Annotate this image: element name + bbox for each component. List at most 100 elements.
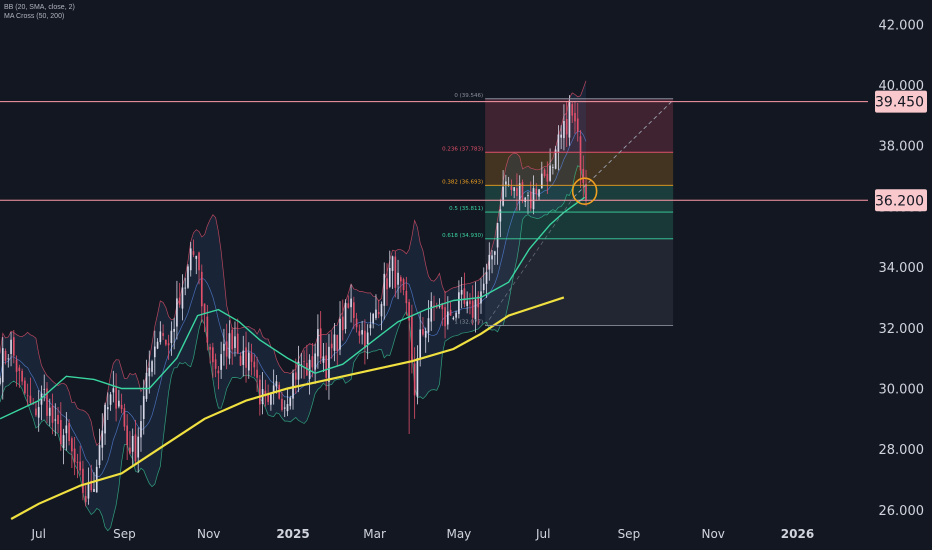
candle (286, 388, 289, 417)
candle (413, 347, 416, 419)
candle-body (247, 352, 250, 371)
fib-level-label-0: 0 (39.546) (454, 93, 483, 99)
candle-body (328, 346, 330, 382)
candlesticks (0, 95, 587, 507)
candle-body (48, 407, 51, 416)
candle-body (441, 303, 444, 310)
candle-body (294, 372, 297, 380)
candle-body (375, 309, 377, 319)
candle (521, 179, 524, 204)
time-tick-label: Nov (197, 527, 220, 541)
candle (231, 326, 234, 365)
candle (297, 345, 300, 393)
candle (350, 284, 352, 323)
ma50-line (0, 196, 586, 420)
candle-body (394, 256, 397, 288)
candle (256, 356, 258, 392)
price-axis[interactable]: 42.00040.00038.00036.00034.00032.00030.0… (875, 18, 927, 519)
candle (386, 263, 388, 306)
candle-body (491, 255, 493, 260)
bb-indicator-label[interactable]: BB (20, SMA, close, 2) (4, 4, 75, 11)
candle (68, 419, 70, 446)
candle-body (214, 359, 217, 369)
candle (82, 460, 84, 501)
candle-body (477, 295, 480, 308)
candle-body (355, 318, 358, 328)
candle-body (469, 300, 471, 305)
candle-body (151, 361, 153, 372)
candle (303, 350, 305, 379)
candle-body (444, 307, 446, 327)
candle (245, 331, 247, 383)
candle-body (225, 341, 228, 357)
candle-body (82, 468, 84, 494)
candle-body (565, 118, 568, 135)
candle-body (59, 419, 62, 445)
candle (380, 301, 383, 331)
candle (471, 285, 474, 326)
candle-body (502, 186, 504, 206)
candle (0, 375, 1, 386)
candle-body (1, 348, 4, 383)
moving-averages (0, 196, 586, 520)
candle-body (245, 347, 247, 368)
candle (535, 183, 538, 201)
fib-level-label-1: 1 (32.077) (454, 319, 483, 325)
candle (474, 281, 477, 333)
candle (79, 445, 81, 476)
candle (84, 485, 87, 507)
candle (115, 373, 117, 422)
highlight-circle (571, 177, 598, 205)
candle-body (413, 363, 416, 396)
candle-body (106, 407, 109, 410)
candle (26, 383, 29, 406)
time-axis[interactable]: Jul Sep Nov 2025 Mar May Jul Sep Nov 2026 (30, 527, 814, 541)
candle (419, 311, 422, 367)
candle (98, 428, 101, 469)
ma200-line (10, 296, 565, 520)
candle-body (236, 333, 239, 354)
candle (319, 311, 322, 365)
candle (54, 403, 57, 437)
candle-body (333, 334, 336, 351)
candle-body (84, 495, 87, 503)
candle-body (12, 337, 15, 356)
fibonacci-levels: 0 (39.546) 0.236 (37.783) 0.382 (36.693) 0.… (442, 93, 674, 326)
candle (330, 331, 333, 359)
ma-cross-indicator-label[interactable]: MA Cross (50, 200) (4, 13, 65, 20)
candle-body (474, 299, 477, 320)
candle-body (176, 298, 178, 327)
candle-body (184, 287, 187, 289)
candle (568, 95, 571, 146)
candle (482, 267, 485, 294)
candle (317, 314, 319, 369)
candle-body (115, 387, 117, 409)
price-tick-label: 38.000 (879, 140, 925, 155)
candle (62, 428, 65, 465)
candle-body (535, 188, 538, 194)
fib-zone-0 (485, 98, 674, 153)
candle (220, 341, 222, 379)
fibonacci-retracement[interactable] (485, 98, 674, 326)
candle-body (98, 445, 101, 466)
candle-body (46, 388, 48, 416)
candle-body (353, 302, 355, 318)
candle-body (35, 408, 37, 416)
candle (173, 317, 175, 350)
time-tick-label: Sep (113, 527, 136, 541)
candle (21, 368, 23, 386)
candle (364, 319, 366, 365)
candle-body (220, 354, 222, 370)
candle-body (134, 434, 137, 462)
candle (118, 389, 120, 409)
candle-body (281, 398, 283, 410)
candle (151, 359, 153, 377)
candle-body (427, 318, 430, 333)
candle (449, 301, 452, 316)
candle (234, 321, 236, 357)
candle (283, 400, 286, 418)
candle-body (267, 394, 269, 403)
candle-body (24, 380, 26, 394)
horizontal-price-lines[interactable] (0, 101, 868, 201)
